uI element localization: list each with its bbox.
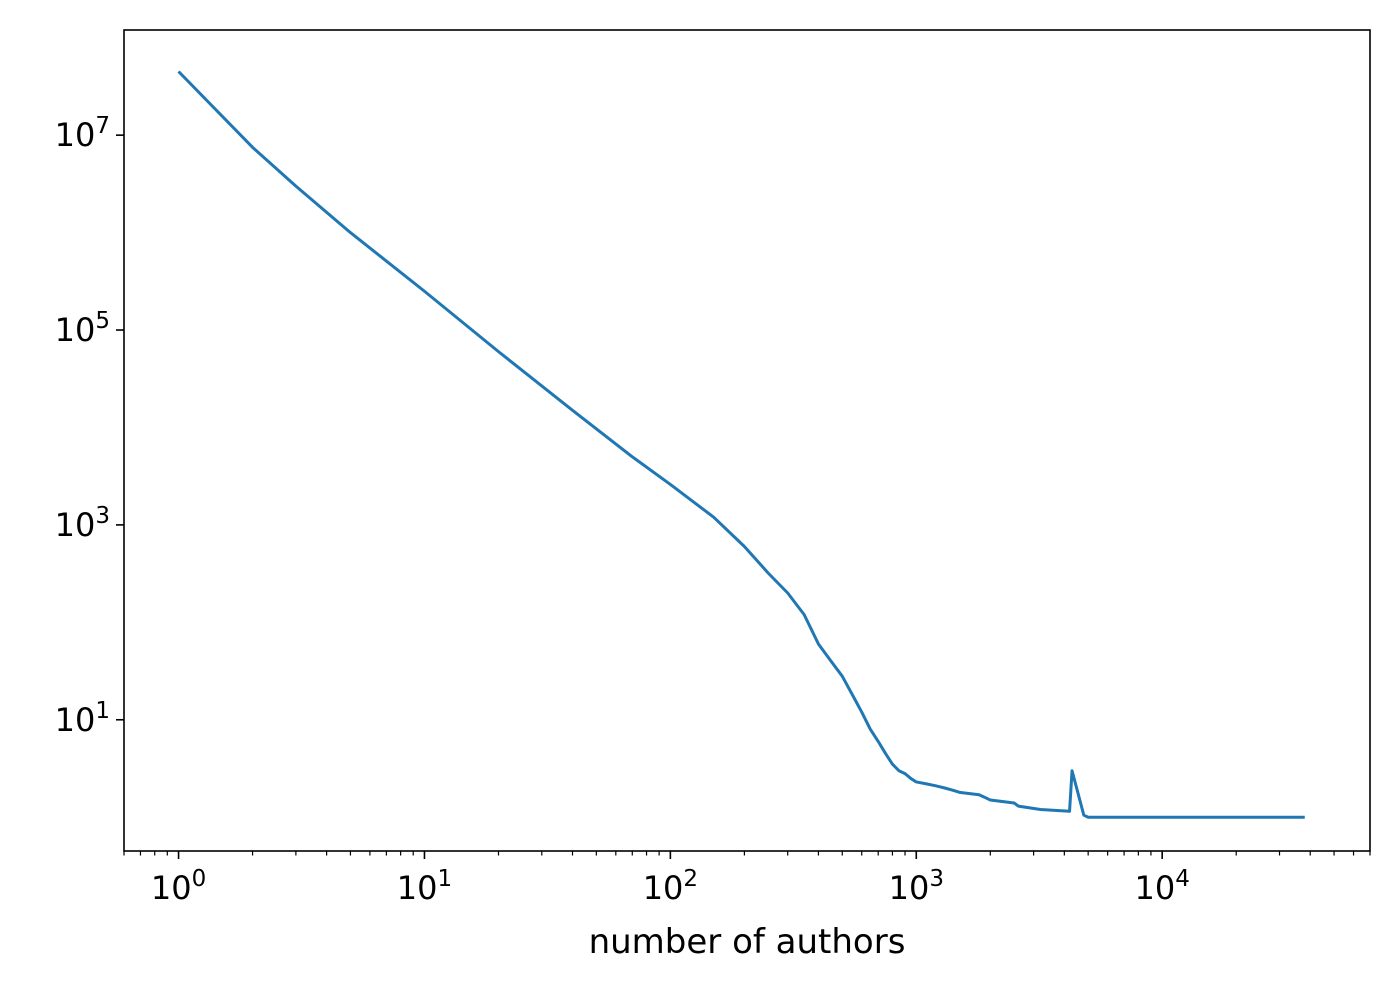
y-tick-label: 105 xyxy=(55,308,110,349)
y-tick-label: 101 xyxy=(55,698,110,739)
plot-frame xyxy=(123,29,1371,852)
x-tick-label: 100 xyxy=(151,866,206,907)
series-layer xyxy=(177,70,1305,819)
tick-layer: 100 101 102 103 104 101 103 105 107 xyxy=(55,113,1371,907)
x-tick-label: 103 xyxy=(889,866,944,907)
x-tick-label: 104 xyxy=(1135,866,1190,907)
y-tick-label: 103 xyxy=(55,503,110,544)
series-line xyxy=(177,70,1305,819)
x-axis-label: number of authors xyxy=(589,922,906,962)
x-tick-label: 102 xyxy=(643,866,698,907)
x-tick-label: 101 xyxy=(397,866,452,907)
y-tick-label: 107 xyxy=(55,113,110,154)
